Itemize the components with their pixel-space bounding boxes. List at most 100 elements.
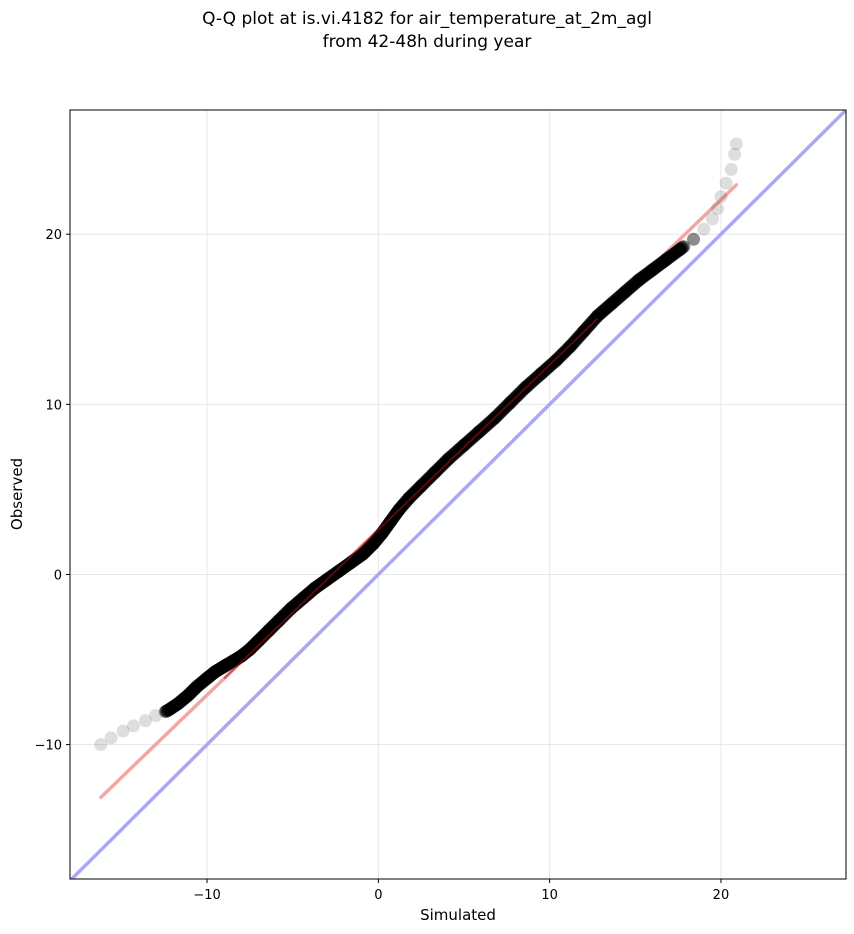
qq-point — [170, 698, 184, 712]
qq-point — [365, 538, 379, 552]
qq-point — [362, 541, 376, 555]
qq-point — [420, 473, 434, 487]
qq-point — [406, 487, 420, 501]
qq-point — [216, 660, 230, 674]
qq-point — [205, 668, 219, 682]
qq-point — [167, 699, 181, 713]
qq-point — [208, 665, 222, 679]
qq-point — [205, 667, 219, 681]
qq-point — [165, 701, 179, 715]
qq-point — [226, 654, 240, 668]
qq-point — [252, 633, 266, 647]
qq-point — [244, 641, 258, 655]
qq-point — [183, 687, 197, 701]
qq-point — [442, 452, 456, 466]
qq-point — [432, 461, 446, 475]
qq-point — [399, 494, 413, 508]
qq-point — [552, 350, 566, 364]
qq-point — [416, 477, 430, 491]
qq-point — [430, 463, 444, 477]
qq-point — [588, 312, 602, 326]
qq-point — [164, 701, 178, 715]
qq-point — [169, 698, 183, 712]
qq-point — [262, 623, 276, 637]
qq-point — [606, 295, 620, 309]
qq-point — [657, 254, 671, 268]
qq-point — [306, 583, 320, 597]
qq-point — [610, 292, 624, 306]
qq-point — [186, 684, 200, 698]
axis-ticks: −10 0 10 20 −10 0 10 20 — [35, 228, 730, 903]
qq-point — [452, 442, 466, 456]
qq-point — [613, 289, 627, 303]
qq-point — [251, 634, 265, 648]
qq-point — [463, 433, 477, 447]
qq-point — [220, 657, 234, 671]
qq-point — [634, 272, 648, 286]
qq-point — [304, 584, 318, 598]
qq-point — [677, 239, 691, 253]
qq-point — [259, 626, 273, 640]
qq-point — [307, 582, 321, 596]
qq-point — [560, 343, 574, 357]
qq-point — [290, 596, 304, 610]
qq-point — [598, 302, 612, 316]
data-points — [94, 137, 743, 752]
qq-point — [171, 697, 185, 711]
qq-point — [225, 654, 239, 668]
qq-point — [402, 491, 416, 505]
y-axis-label: Observed — [8, 458, 26, 530]
qq-point — [405, 488, 419, 502]
qq-point — [639, 268, 653, 282]
qq-point — [384, 513, 398, 527]
qq-point — [586, 314, 600, 328]
qq-point — [641, 267, 655, 281]
qq-point — [248, 638, 262, 652]
qq-point — [608, 294, 622, 308]
qq-point — [214, 661, 228, 675]
qq-point — [369, 533, 383, 547]
qq-point — [172, 695, 186, 709]
qq-point — [551, 352, 565, 366]
qq-point — [413, 480, 427, 494]
qq-point — [654, 257, 668, 271]
qq-point — [312, 578, 326, 592]
qq-point — [194, 677, 208, 691]
qq-point — [205, 667, 219, 681]
qq-point — [461, 435, 475, 449]
qq-point — [631, 274, 645, 288]
qq-point — [454, 441, 468, 455]
qq-point — [215, 661, 229, 675]
qq-point — [728, 147, 742, 161]
qq-point — [254, 631, 268, 645]
qq-point — [209, 664, 223, 678]
qq-point — [211, 663, 225, 677]
qq-point — [415, 478, 429, 492]
qq-point — [400, 494, 414, 508]
qq-point — [650, 260, 664, 274]
qq-point — [548, 354, 562, 368]
qq-point — [162, 703, 176, 717]
qq-point — [361, 542, 375, 556]
qq-point — [651, 259, 665, 273]
qq-point — [249, 637, 263, 651]
qq-point — [421, 473, 435, 487]
qq-point — [191, 679, 205, 693]
qq-point — [632, 273, 646, 287]
qq-point — [417, 477, 431, 491]
qq-point — [177, 692, 191, 706]
qq-point — [621, 282, 635, 296]
y-tick-label: −10 — [35, 739, 62, 754]
qq-point — [438, 456, 452, 470]
qq-point — [645, 263, 659, 277]
qq-point — [229, 652, 243, 666]
qq-point — [368, 534, 382, 548]
qq-point — [455, 440, 469, 454]
qq-point — [351, 550, 365, 564]
y-tick-label: 10 — [45, 398, 62, 413]
qq-point — [199, 672, 213, 686]
qq-point — [212, 662, 226, 676]
qq-point — [428, 465, 442, 479]
qq-point — [159, 704, 173, 718]
qq-point — [371, 531, 385, 545]
